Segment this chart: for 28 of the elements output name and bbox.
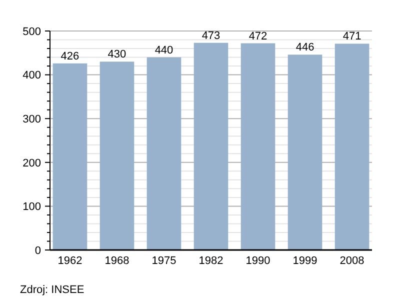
y-tick-label: 100: [22, 201, 41, 214]
bar: [194, 42, 228, 250]
data-label: 472: [248, 30, 268, 42]
y-tick-label: 0: [34, 244, 41, 257]
bar: [288, 54, 322, 250]
x-tick-label: 1982: [198, 255, 224, 267]
data-label: 473: [202, 30, 220, 42]
bar: [334, 44, 370, 250]
x-tick-label: 1990: [246, 255, 270, 267]
data-label: 471: [342, 30, 362, 43]
bar: [100, 62, 134, 250]
y-tick-label: 500: [22, 26, 41, 38]
data-label: 440: [154, 44, 174, 56]
x-tick-label: 1968: [104, 255, 130, 267]
bar: [146, 57, 182, 250]
x-tick-label: 1999: [292, 255, 318, 267]
y-tick-label: 200: [22, 157, 41, 170]
x-tick-label: 2008: [340, 255, 364, 267]
data-label: 430: [108, 48, 126, 61]
data-label: 426: [60, 50, 80, 62]
bar: [240, 43, 276, 250]
data-label: 446: [296, 42, 314, 54]
text: Zdroj: INSEE: [20, 284, 84, 296]
x-tick-label: 1975: [152, 255, 176, 267]
x-tick-label: 1962: [58, 255, 82, 267]
y-tick-label: 400: [22, 70, 41, 82]
y-tick-label: 300: [22, 113, 41, 126]
bar: [52, 63, 88, 250]
